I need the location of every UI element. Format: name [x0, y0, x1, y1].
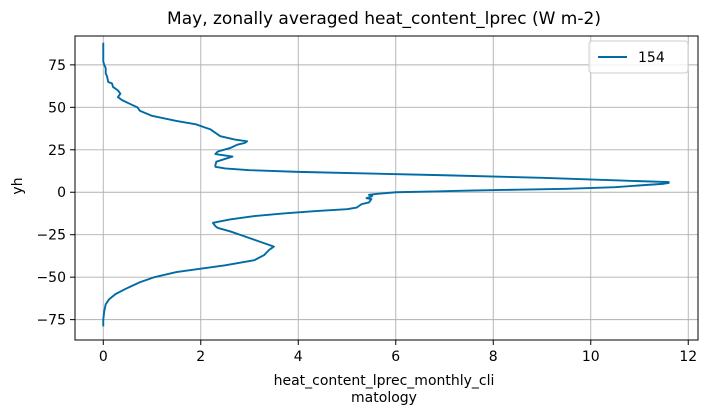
x-tick-label: 4 — [294, 349, 303, 365]
x-tick-label: 0 — [99, 349, 108, 365]
x-axis-label-line-1: heat_content_lprec_monthly_cli — [274, 373, 495, 389]
legend: 154 — [588, 40, 689, 74]
x-axis-label-line-2: matology — [351, 390, 417, 406]
y-tick-label: 25 — [48, 143, 66, 159]
y-tick-label: 75 — [48, 58, 66, 74]
x-tick-label: 2 — [196, 349, 205, 365]
axis-ticks: 0 2 4 6 8 10 12 −75 −50 −25 0 25 50 75 — [36, 58, 697, 365]
x-tick-label: 10 — [582, 349, 600, 365]
legend-label: 154 — [638, 50, 665, 66]
y-tick-label: 50 — [48, 100, 66, 116]
x-tick-label: 12 — [679, 349, 697, 365]
y-axis-label: yh — [10, 177, 26, 194]
x-tick-label: 6 — [391, 349, 400, 365]
y-tick-label: −75 — [36, 313, 66, 329]
x-tick-label: 8 — [489, 349, 498, 365]
plot-frame — [74, 35, 699, 341]
legend-box — [588, 40, 689, 74]
y-tick-label: −50 — [36, 270, 66, 286]
y-tick-label: −25 — [36, 228, 66, 244]
chart-title: May, zonally averaged heat_content_lprec… — [167, 9, 601, 29]
series-line-154 — [102, 42, 670, 327]
y-tick-label: 0 — [57, 185, 66, 201]
